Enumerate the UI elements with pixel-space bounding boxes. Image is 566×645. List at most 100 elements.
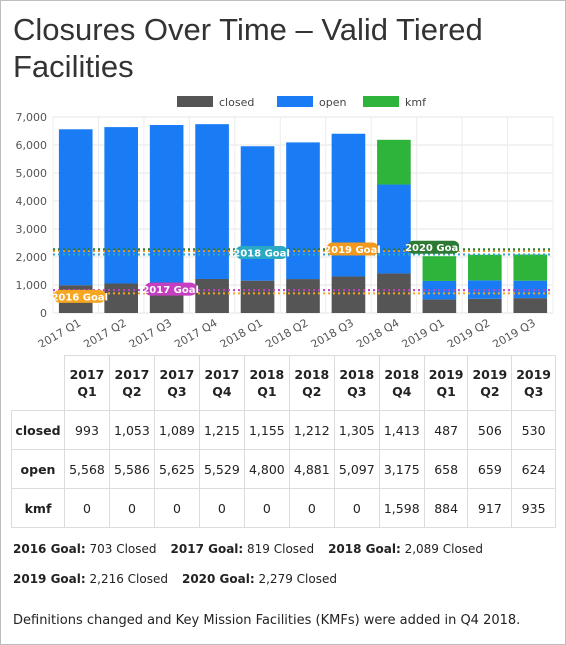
x-tick-label: 2019 Q2 <box>445 316 492 347</box>
table-cell: 0 <box>153 488 200 528</box>
bar-kmf <box>377 139 411 185</box>
table-column-header: 2018 Q3 <box>333 355 380 411</box>
goal-label: 2016 Goal <box>51 292 108 303</box>
table-cell: 917 <box>467 488 513 528</box>
bar-open <box>195 124 229 279</box>
goal-label-badge <box>407 240 460 254</box>
goal-label: 2020 Goal <box>405 243 462 254</box>
goal-item-value: 2,089 Closed <box>400 542 484 556</box>
bar-closed <box>104 283 138 313</box>
bar-closed <box>513 298 548 313</box>
goal-item: 2017 Goal: 819 Closed <box>171 542 315 556</box>
table-column-header: 2017 Q4 <box>198 355 245 411</box>
goal-label-badge <box>326 242 379 256</box>
table-column-header: 2018 Q1 <box>243 355 290 411</box>
y-tick-label: 0 <box>40 307 47 320</box>
legend-swatch-kmf <box>363 96 399 107</box>
goals-line: 2019 Goal: 2,216 Closed 2020 Goal: 2,279 … <box>13 572 351 586</box>
table-column-header: 2019 Q1 <box>423 355 469 411</box>
stacked-bar-chart: 0 1,000 2,000 3,000 4,000 5,000 6,000 7,000 2017… <box>16 96 554 347</box>
table-cell: 1,212 <box>288 410 335 450</box>
legend-swatch-open <box>277 96 313 107</box>
table-cell: 5,568 <box>64 449 110 489</box>
goal-item: 2019 Goal: 2,216 Closed <box>13 572 168 586</box>
table-column-header: 2017 Q1 <box>64 355 110 411</box>
x-tick-label: 2018 Q4 <box>354 316 401 347</box>
y-tick-label: 1,000 <box>16 279 48 292</box>
table-cell: 624 <box>511 449 556 489</box>
bar-closed <box>286 279 320 313</box>
x-tick-label: 2019 Q3 <box>490 316 537 347</box>
definitions-note: Definitions changed and Key Mission Faci… <box>13 613 521 628</box>
goal-label: 2018 Goal <box>233 249 290 260</box>
table-cell: 0 <box>108 488 155 528</box>
y-tick-label: 6,000 <box>16 139 48 152</box>
y-tick-label: 2,000 <box>16 251 48 264</box>
table-cell: 1,215 <box>198 410 245 450</box>
bar-closed <box>468 298 502 313</box>
table-cell: 0 <box>243 488 290 528</box>
bar-kmf <box>513 254 548 281</box>
x-tick-label: 2017 Q1 <box>36 316 83 347</box>
bar-open <box>286 142 320 280</box>
data-table: 2017 Q1 2017 Q2 2017 Q3 2017 Q4 2018 Q1 2018 Q2 2018… <box>11 355 556 528</box>
bar-kmf <box>422 256 457 281</box>
y-tick-label: 5,000 <box>16 167 48 180</box>
bar-closed <box>331 276 366 313</box>
x-tick-label: 2017 Q4 <box>172 316 219 347</box>
table-cell: 530 <box>511 410 556 450</box>
bar-open <box>240 146 275 281</box>
y-tick-label: 7,000 <box>16 111 48 124</box>
legend-swatch-closed <box>177 96 213 107</box>
bar-open <box>58 129 93 286</box>
table-row-label: kmf <box>11 488 65 528</box>
table-row: open 5,568 5,586 5,625 5,529 4,800 4,881 5,097 3… <box>11 449 556 489</box>
legend-label: kmf <box>405 96 427 109</box>
y-tick-label: 3,000 <box>16 223 48 236</box>
x-tick-label: 2018 Q1 <box>218 316 265 347</box>
table-cell: 0 <box>333 488 380 528</box>
goal-label: 2017 Goal <box>142 285 199 296</box>
table-cell: 1,089 <box>153 410 200 450</box>
table-cell: 5,625 <box>153 449 200 489</box>
table-cell: 993 <box>64 410 110 450</box>
goal-item-value: 703 Closed <box>85 542 157 556</box>
goal-item-label: 2020 Goal: <box>181 572 255 586</box>
table-cell: 506 <box>467 410 513 450</box>
x-tick-label: 2017 Q3 <box>127 316 174 347</box>
goal-item-value: 2,279 Closed <box>254 572 337 586</box>
goal-label: 2019 Goal <box>324 245 381 256</box>
x-tick-label: 2018 Q3 <box>309 316 356 347</box>
table-cell: 5,097 <box>333 449 380 489</box>
y-tick-label: 4,000 <box>16 195 48 208</box>
table-cell: 884 <box>423 488 469 528</box>
x-tick-label: 2019 Q1 <box>400 316 447 347</box>
goal-item: 2016 Goal: 703 Closed <box>13 542 157 556</box>
bar-open <box>104 127 138 284</box>
legend-label: open <box>319 96 346 109</box>
goal-item: 2018 Goal: 2,089 Closed <box>328 542 483 556</box>
table-cell: 0 <box>288 488 335 528</box>
goal-item-label: 2019 Goal: <box>13 572 86 586</box>
table-header-row: 2017 Q1 2017 Q2 2017 Q3 2017 Q4 2018 Q1 2018 Q2 2018… <box>11 355 556 411</box>
table-cell: 487 <box>423 410 469 450</box>
page-title: Closures Over Time – Valid Tiered Facili… <box>13 12 483 84</box>
table-cell: 659 <box>467 449 513 489</box>
table-row: kmf 0 0 0 0 0 0 0 1,598 884 917 935 <box>11 488 556 528</box>
table-column-header: 2018 Q4 <box>378 355 425 411</box>
goal-label-badge <box>53 289 106 303</box>
table-cell: 1,413 <box>378 410 425 450</box>
table-cell: 4,881 <box>288 449 335 489</box>
goal-item-label: 2018 Goal: <box>328 542 401 556</box>
table-cell: 0 <box>198 488 245 528</box>
table-cell: 1,598 <box>378 488 425 528</box>
bar-open <box>377 184 411 274</box>
bar-kmf <box>468 254 502 281</box>
goal-label-badge <box>144 282 197 296</box>
goals-line: 2016 Goal: 703 Closed 2017 Goal: 819 Clos… <box>13 542 497 556</box>
table-cell: 935 <box>511 488 556 528</box>
x-tick-label: 2017 Q2 <box>81 316 128 347</box>
table-cell: 0 <box>64 488 110 528</box>
table-column-header: 2019 Q2 <box>467 355 513 411</box>
